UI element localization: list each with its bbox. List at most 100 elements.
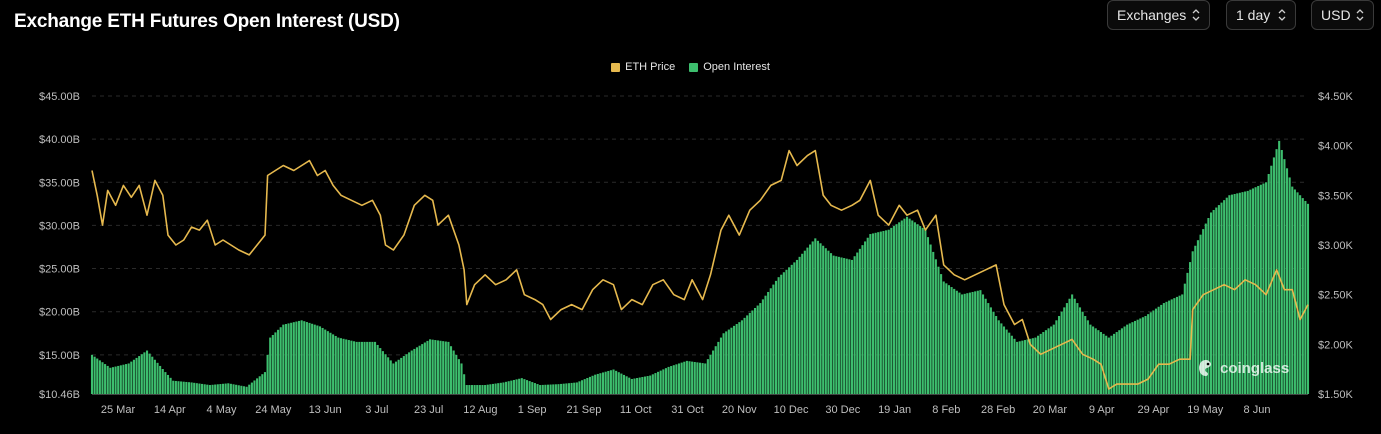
- oi-bar: [688, 361, 691, 394]
- oi-bar: [324, 329, 327, 394]
- oi-bar: [174, 380, 177, 394]
- oi-bar: [470, 385, 474, 394]
- oi-bar: [1233, 193, 1236, 394]
- oi-bar: [748, 312, 751, 394]
- oi-bar: [675, 364, 678, 394]
- x-tick-label: 28 Feb: [981, 404, 1015, 416]
- x-tick-label: 3 Jul: [365, 404, 388, 416]
- oi-bar: [685, 360, 688, 394]
- oi-bar: [662, 369, 665, 394]
- oi-bar: [1073, 298, 1076, 394]
- oi-bar: [562, 383, 565, 394]
- oi-bar: [311, 323, 314, 394]
- oi-bar: [114, 366, 117, 394]
- oi-bar: [256, 378, 259, 394]
- oi-bar: [287, 323, 290, 394]
- oi-bar: [308, 322, 311, 394]
- oi-bar: [387, 357, 390, 394]
- oi-bar: [680, 362, 683, 394]
- oi-bar: [1202, 229, 1205, 394]
- legend-item-open-interest[interactable]: Open Interest: [689, 61, 770, 73]
- oi-bar: [1173, 298, 1176, 394]
- oi-bar: [203, 384, 206, 394]
- oi-bar: [968, 292, 971, 394]
- oi-bar: [515, 379, 518, 394]
- oi-bar: [156, 362, 159, 394]
- oi-bar: [397, 359, 400, 394]
- oi-bar: [465, 385, 468, 394]
- oi-bar: [1168, 300, 1171, 394]
- y-left-tick-label: $20.00B: [39, 307, 80, 319]
- oi-bar: [130, 361, 133, 394]
- currency-select[interactable]: USD: [1311, 0, 1374, 30]
- oi-bar: [565, 383, 568, 394]
- oi-bar: [484, 385, 487, 394]
- oi-bar: [966, 293, 969, 394]
- x-tick-label: 4 May: [207, 404, 237, 416]
- oi-bar: [491, 383, 495, 394]
- oi-bar: [1107, 337, 1110, 394]
- x-tick-label: 12 Aug: [463, 404, 497, 416]
- oi-bar: [1021, 340, 1024, 394]
- oi-bar: [945, 283, 948, 394]
- oi-bar: [997, 320, 1000, 394]
- oi-bar: [512, 379, 515, 394]
- oi-bar: [235, 384, 238, 394]
- legend-item-eth-price[interactable]: ETH Price: [611, 61, 675, 73]
- oi-bar: [201, 383, 204, 394]
- x-tick-label: 20 Nov: [722, 404, 757, 416]
- oi-bar: [394, 361, 398, 394]
- oi-bar: [622, 374, 626, 394]
- oi-bar: [958, 292, 961, 394]
- oi-bar: [824, 248, 827, 394]
- oi-bar: [848, 259, 851, 394]
- oi-bar: [955, 290, 958, 394]
- oi-bar: [525, 380, 529, 394]
- oi-bar: [117, 365, 120, 394]
- eth-price-line: [91, 149, 1309, 390]
- oi-bar: [342, 338, 345, 394]
- oi-bar: [625, 376, 628, 394]
- oi-bar: [798, 256, 801, 394]
- exchanges-select[interactable]: Exchanges: [1107, 0, 1210, 30]
- oi-bar: [528, 381, 531, 394]
- oi-bar: [819, 243, 822, 394]
- oi-bar: [363, 341, 366, 394]
- oi-bar: [180, 381, 183, 394]
- y-left-tick-label: $35.00B: [39, 177, 80, 189]
- oi-bar: [701, 363, 704, 394]
- x-tick-label: 30 Dec: [825, 404, 860, 416]
- chevron-updown-icon: [1192, 9, 1200, 21]
- oi-bar: [919, 226, 922, 394]
- oi-bar: [853, 256, 856, 394]
- exchanges-select-label: Exchanges: [1117, 7, 1187, 23]
- oi-bar: [877, 232, 880, 394]
- interval-select[interactable]: 1 day: [1226, 0, 1296, 30]
- oi-bar: [1175, 296, 1179, 394]
- watermark-text: coinglass: [1220, 359, 1290, 377]
- oi-bar: [1000, 323, 1003, 394]
- oi-bar: [221, 383, 225, 394]
- oi-bar: [295, 321, 298, 394]
- oi-bar: [1178, 295, 1181, 394]
- oi-bar: [926, 237, 930, 394]
- oi-bar: [153, 359, 156, 394]
- oi-bar: [1128, 323, 1131, 394]
- oi-bar: [696, 362, 699, 394]
- x-tick-label: 25 Mar: [101, 404, 136, 416]
- oi-bar: [790, 264, 793, 394]
- oi-bar: [1236, 193, 1239, 394]
- oi-bar: [104, 364, 107, 394]
- oi-bar: [793, 262, 796, 394]
- oi-bar: [476, 385, 479, 394]
- oi-bar: [641, 377, 644, 394]
- oi-bar: [560, 383, 563, 394]
- oi-bar: [1113, 333, 1116, 394]
- oi-bar: [774, 280, 778, 394]
- oi-bar: [601, 372, 605, 394]
- oi-bar: [1301, 198, 1304, 394]
- y-right-tick-label: $4.00K: [1318, 141, 1354, 153]
- oi-bar: [371, 341, 374, 394]
- oi-bar: [1217, 205, 1220, 394]
- oi-bar: [190, 382, 193, 394]
